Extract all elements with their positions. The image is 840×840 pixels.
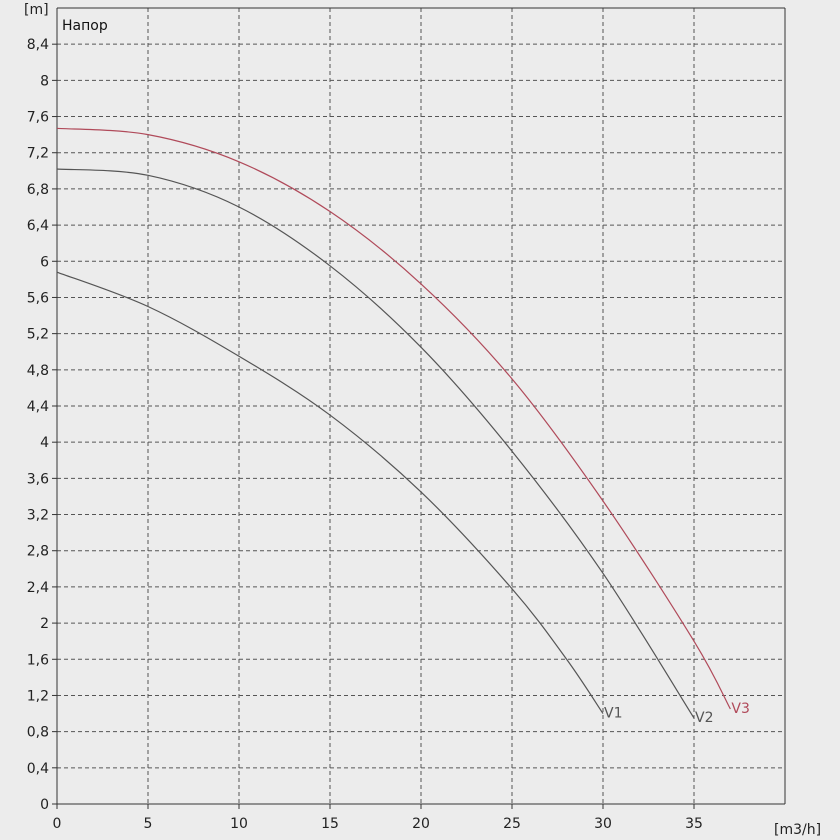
x-tick-label: 5 [144, 816, 153, 832]
chart-title: Напор [62, 18, 108, 34]
axes [52, 7, 786, 809]
series-lines [56, 127, 731, 719]
y-tick-label: 3,2 [27, 508, 49, 524]
series-label-v1: V1 [604, 706, 622, 722]
x-tick-labels: 0 5 10 15 20 25 30 35 [53, 816, 703, 832]
y-tick-label: 5,6 [27, 290, 49, 306]
y-tick-label: 2,4 [27, 580, 49, 596]
y-tick-label: 1,6 [27, 652, 49, 668]
series-label-v3: V3 [731, 701, 749, 717]
y-tick-label: 6,8 [27, 182, 49, 198]
x-tick-label: 25 [503, 816, 521, 832]
y-tick-label: 3,6 [27, 471, 49, 487]
y-tick-label: 8 [40, 73, 49, 89]
y-tick-label: 1,2 [27, 688, 49, 704]
y-tick-label: 0 [40, 797, 49, 813]
y-tick-label: 0,4 [27, 761, 49, 777]
grid [57, 8, 785, 804]
x-tick-label: 35 [685, 816, 703, 832]
y-tick-label: 0,8 [27, 725, 49, 741]
x-tick-label: 15 [321, 816, 339, 832]
y-tick-label: 4 [40, 435, 49, 451]
y-tick-label: 8,4 [27, 37, 49, 53]
y-tick-label: 6 [40, 254, 49, 270]
y-tick-label: 2 [40, 616, 49, 632]
x-tick-label: 30 [594, 816, 612, 832]
y-tick-label: 4,8 [27, 363, 49, 379]
series-line-v2 [56, 168, 695, 719]
x-tick-label: 10 [230, 816, 248, 832]
y-axis-label: [m] [24, 2, 49, 18]
series-line-v3 [56, 127, 731, 710]
y-tick-label: 2,8 [27, 544, 49, 560]
y-tick-label: 4,4 [27, 399, 49, 415]
x-tick-label: 0 [53, 816, 62, 832]
y-tick-labels: 0 0,4 0,8 1,2 1,6 2 2,4 2,8 3,2 3,6 4 4,4 4,8 5,2 5,6 6… [27, 37, 49, 813]
y-tick-label: 6,4 [27, 218, 49, 234]
y-tick-label: 5,2 [27, 327, 49, 343]
series-line-v1 [56, 271, 604, 714]
y-tick-label: 7,6 [27, 110, 49, 126]
series-labels: V1 V2 V3 [604, 701, 750, 726]
x-axis-label: [m3/h] [774, 822, 821, 838]
y-tick-label: 7,2 [27, 146, 49, 162]
series-label-v2: V2 [695, 710, 713, 726]
x-tick-label: 20 [412, 816, 430, 832]
